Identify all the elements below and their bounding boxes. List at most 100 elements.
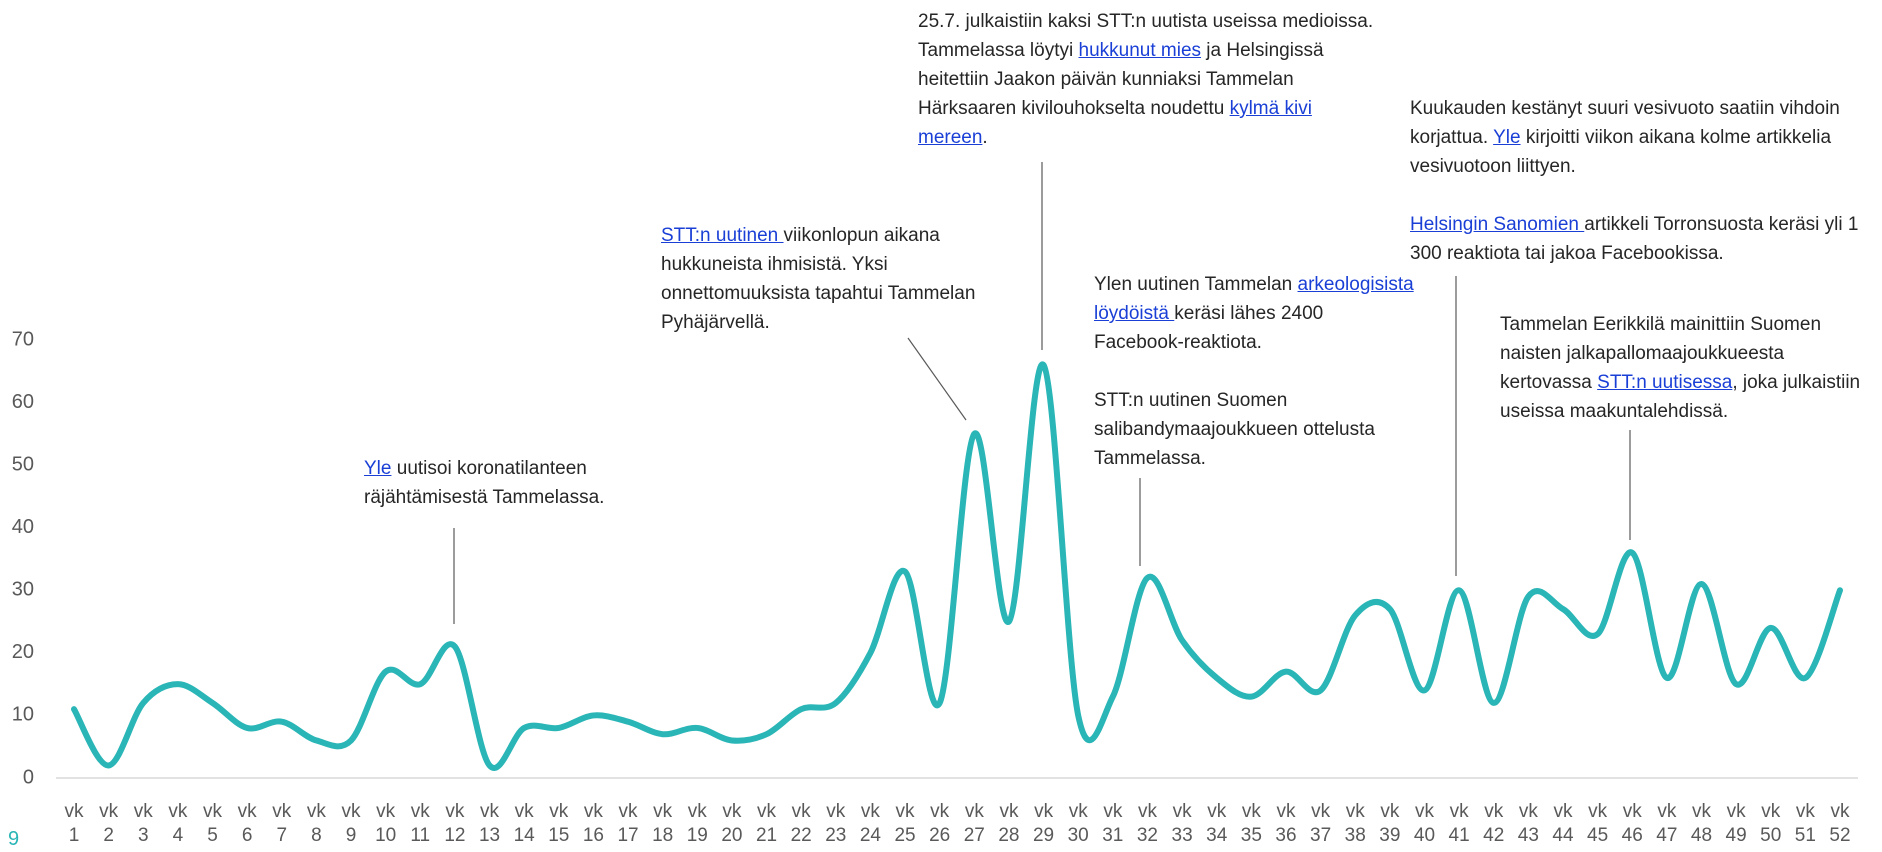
annotation: Kuukauden kestänyt suuri vesivuoto saati… (1410, 94, 1880, 268)
x-tick-label: vk 28 (998, 801, 1020, 846)
y-tick-label: 20 (12, 641, 34, 663)
x-tick-label: vk 3 (133, 801, 153, 846)
x-tick-label: vk 15 (548, 801, 570, 846)
annotation: 25.7. julkaistiin kaksi STT:n uutista us… (918, 7, 1378, 152)
x-tick-label: vk 13 (478, 801, 501, 846)
y-tick-label: 60 (12, 391, 34, 413)
annotation: STT:n uutinen viikonlopun aikana hukkune… (661, 221, 1001, 337)
annotation-text: 25.7. julkaistiin kaksi STT:n uutista us… (918, 11, 1374, 61)
x-tick-label: vk 44 (1552, 801, 1574, 846)
x-tick-label: vk 45 (1587, 801, 1609, 846)
annotation-paragraph: Tammelan Eerikkilä mainittiin Suomen nai… (1500, 310, 1880, 426)
annotation-paragraph: Kuukauden kestänyt suuri vesivuoto saati… (1410, 94, 1880, 181)
x-tick-label: vk 27 (963, 801, 985, 846)
x-tick-label: vk 10 (375, 801, 397, 846)
x-tick-label: vk 30 (1067, 801, 1089, 846)
x-tick-label: vk 36 (1275, 801, 1297, 846)
x-tick-label: vk 31 (1102, 801, 1124, 846)
annotation-text: ja Helsingissä heitettiin Jaakon päivän … (918, 40, 1324, 119)
x-tick-label: vk 16 (582, 801, 604, 846)
x-tick-label: vk 38 (1344, 801, 1366, 846)
annotation: Ylen uutinen Tammelan arkeologisista löy… (1094, 270, 1414, 473)
x-tick-label: vk 48 (1690, 801, 1713, 846)
x-tick-label: vk 9 (341, 801, 361, 846)
x-tick-label: vk 42 (1483, 801, 1505, 846)
y-tick-label: 50 (12, 453, 34, 475)
link: Yle (1493, 127, 1521, 148)
x-tick-label: vk 43 (1517, 801, 1539, 846)
x-tick-label: vk 23 (825, 801, 847, 846)
x-tick-label: vk 1 (64, 801, 84, 846)
annotation-paragraph: Helsingin Sanomien artikkeli Torronsuost… (1410, 210, 1880, 268)
annotation: Yle uutisoi koronatilanteen räjähtämises… (364, 454, 664, 512)
annotation-text: . (982, 127, 988, 148)
annotation-paragraph: Yle uutisoi koronatilanteen räjähtämises… (364, 454, 664, 512)
line (71, 361, 1843, 771)
x-tick-label: vk 51 (1794, 801, 1816, 846)
x-tick-label: vk 49 (1725, 801, 1747, 846)
annotation-text: keräsi lähes 2400 Facebook-reaktiota. (1094, 303, 1324, 353)
x-tick-label: vk 39 (1379, 801, 1401, 846)
y-tick-label: 0 (23, 766, 34, 788)
x-tick-label: vk 34 (1206, 801, 1228, 846)
link: hukkunut mies (1078, 40, 1202, 61)
x-tick-label: vk 33 (1171, 801, 1193, 846)
x-tick-label: vk 50 (1760, 801, 1782, 846)
x-tick-label: vk 46 (1621, 801, 1643, 846)
annotation: Tammelan Eerikkilä mainittiin Suomen nai… (1500, 310, 1880, 426)
x-tick-label: vk 21 (755, 801, 778, 846)
link: STT:n uutisessa (1597, 372, 1733, 393)
x-tick-label: vk 8 (306, 801, 326, 846)
x-tick-label: vk 14 (513, 801, 535, 846)
annotation-text: STT:n uutinen Suomen salibandymaajoukkue… (1094, 390, 1375, 469)
annotation-text: , joka julkaistiin useissa maakuntalehdi… (1500, 372, 1861, 422)
annotation-text: Tammelan Eerikkilä mainittiin Suomen nai… (1500, 314, 1822, 393)
x-tick-label: vk 47 (1656, 801, 1678, 846)
annotation-text: Ylen uutinen Tammelan (1094, 274, 1298, 295)
annotation-paragraph: 25.7. julkaistiin kaksi STT:n uutista us… (918, 7, 1378, 152)
x-tick-label: vk 41 (1448, 801, 1470, 846)
x-tick-label: vk 12 (444, 801, 466, 846)
x-tick-label: vk 32 (1136, 801, 1158, 846)
annotation-paragraph: STT:n uutinen Suomen salibandymaajoukkue… (1094, 386, 1414, 473)
annotation-text: uutisoi koronatilanteen räjähtämisestä T… (364, 458, 605, 508)
y-tick-label: 30 (12, 579, 34, 601)
x-tick-label: vk 26 (929, 801, 951, 846)
annotation-text: kirjoitti viikon aikana kolme artikkelia… (1410, 127, 1832, 177)
link: kylmä kivi mereen (918, 98, 1312, 148)
x-tick-label: vk 7 (272, 801, 292, 846)
x-tick-label: vk 40 (1413, 801, 1436, 846)
x-tick-label: vk 25 (894, 801, 916, 846)
y-tick-label: 40 (12, 516, 34, 538)
annotation-text: Kuukauden kestänyt suuri vesivuoto saati… (1410, 98, 1840, 148)
x-tick-label: vk 52 (1829, 801, 1851, 846)
x-tick-label: vk 5 (203, 801, 222, 846)
x-tick-label: vk 11 (410, 801, 431, 846)
leader-line (907, 337, 967, 421)
annotation-text: viikonlopun aikana hukkuneista ihmisistä… (661, 225, 976, 333)
annotation-paragraph: Ylen uutinen Tammelan arkeologisista löy… (1094, 270, 1414, 357)
x-tick-label: vk 19 (686, 801, 708, 846)
link: arkeologisista löydöistä (1094, 274, 1414, 324)
link: Helsingin Sanomien (1410, 214, 1585, 235)
link: STT:n uutinen (661, 225, 784, 246)
annotation-paragraph: STT:n uutinen viikonlopun aikana hukkune… (661, 221, 1001, 337)
x-tick-label: vk 29 (1032, 801, 1055, 846)
x-tick-label: vk 2 (99, 801, 119, 846)
x-tick-label: vk 37 (1310, 801, 1332, 846)
annotation-text: artikkeli Torronsuosta keräsi yli 1 300 … (1410, 214, 1859, 264)
x-tick-label: vk 35 (1240, 801, 1262, 846)
page-number: 9 (8, 828, 20, 850)
x-tick-label: vk 6 (237, 801, 257, 846)
x-tick-label: vk 17 (617, 801, 639, 846)
y-tick-label: 10 (12, 704, 34, 726)
x-tick-label: vk 4 (168, 801, 188, 846)
x-tick-label: vk 20 (721, 801, 743, 846)
x-tick-label: vk 18 (652, 801, 674, 846)
x-tick-label: vk 22 (790, 801, 812, 846)
x-tick-label: vk 24 (859, 801, 881, 846)
y-tick-label: 70 (12, 328, 34, 350)
link: Yle (364, 458, 392, 479)
